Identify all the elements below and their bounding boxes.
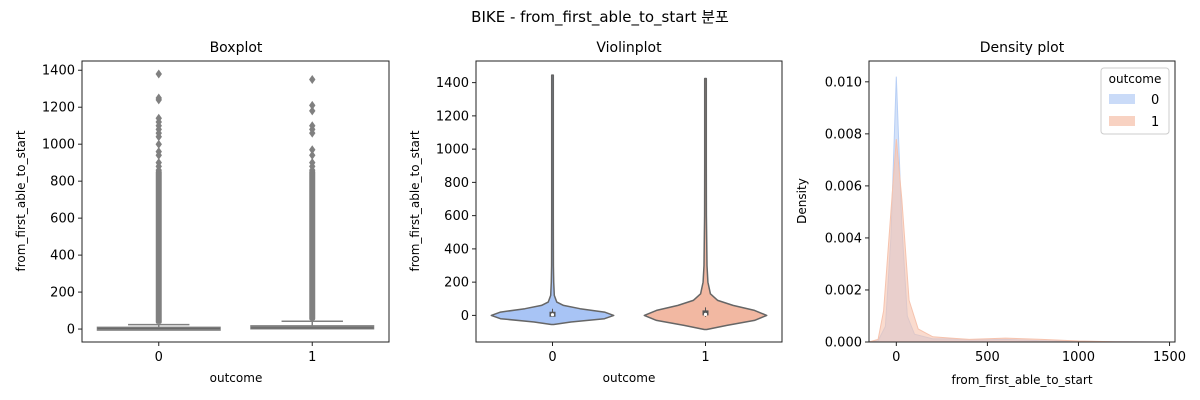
box-outlier-cluster — [309, 170, 316, 321]
density-xlabel: from_first_able_to_start — [951, 373, 1092, 387]
violin-body — [643, 77, 768, 331]
density-ytick-label: 0.004 — [825, 231, 862, 246]
boxplot-xtick-label: 0 — [155, 350, 163, 365]
violinplot-ytick-label: 400 — [444, 242, 469, 257]
boxplot-ytick-label: 200 — [50, 286, 75, 301]
violin-median-dot — [703, 312, 708, 316]
legend-title: outcome — [1109, 72, 1162, 86]
density-panel: Density plot from_first_able_to_start De… — [795, 40, 1186, 387]
box-outlier-point — [155, 69, 162, 79]
violin-body — [490, 74, 615, 326]
box-outlier-point — [155, 139, 162, 149]
legend-swatch-0 — [1109, 94, 1135, 104]
box-outlier-point — [309, 128, 316, 138]
box-outlier-point — [309, 150, 316, 160]
violinplot-ytick-label: 0 — [461, 309, 469, 324]
violinplot-xtick-label: 0 — [548, 350, 556, 365]
violinplot-title: Violinplot — [596, 40, 662, 56]
density-title: Density plot — [980, 40, 1065, 56]
boxplot-ytick-label: 1200 — [42, 101, 75, 116]
density-ytick-label: 0.010 — [825, 75, 862, 90]
density-ytick-label: 0.008 — [825, 127, 862, 142]
box-outlier-point — [309, 165, 316, 175]
boxplot-ytick-label: 1000 — [42, 138, 75, 153]
box-outlier-point — [155, 150, 162, 160]
density-ytick-label: 0.002 — [825, 283, 862, 298]
violinplot-ytick-label: 1400 — [436, 76, 469, 91]
boxplot-xlabel: outcome — [210, 371, 263, 385]
box-outlier-point — [309, 106, 316, 116]
violinplot-panel: Violinplot outcome from_first_able_to_st… — [408, 40, 783, 385]
boxplot-xtick-label: 1 — [308, 350, 316, 365]
violinplot-frame — [475, 60, 783, 343]
boxplot-ytick-label: 600 — [50, 212, 75, 227]
density-xtick-label: 0 — [892, 350, 900, 365]
legend-swatch-1 — [1109, 116, 1135, 126]
density-xtick-label: 1500 — [1153, 350, 1186, 365]
violinplot-ytick-label: 200 — [444, 276, 469, 291]
violinplot-xlabel: outcome — [603, 371, 656, 385]
density-frame — [868, 60, 1176, 343]
boxplot-ylabel: from_first_able_to_start — [14, 130, 28, 271]
boxplot-panel: Boxplot outcome from_first_able_to_start… — [14, 40, 390, 385]
boxplot-frame — [81, 60, 390, 343]
boxplot-ytick-label: 800 — [50, 175, 75, 190]
boxplot-ytick-label: 0 — [67, 323, 75, 338]
density-ylabel: Density — [795, 178, 809, 224]
box-outlier-point — [155, 95, 162, 105]
density-ytick-label: 0.000 — [825, 336, 862, 351]
legend-label-1: 1 — [1151, 115, 1159, 130]
box-outlier-point — [309, 145, 316, 155]
density-area-1 — [868, 139, 1170, 343]
density-xtick-label: 1000 — [1062, 350, 1095, 365]
violinplot-ylabel: from_first_able_to_start — [408, 130, 422, 271]
box-outlier-point — [155, 132, 162, 142]
boxplot-ytick-label: 400 — [50, 249, 75, 264]
violinplot-ytick-label: 1000 — [436, 143, 469, 158]
box-outlier-point — [309, 100, 316, 110]
boxplot-ytick-label: 1400 — [42, 64, 75, 79]
box-outlier-point — [155, 165, 162, 175]
violinplot-xtick-label: 1 — [701, 350, 709, 365]
box-body — [250, 325, 375, 330]
violinplot-ytick-label: 1200 — [436, 109, 469, 124]
violin-median-dot — [550, 313, 555, 317]
figure-suptitle: BIKE - from_first_able_to_start 분포 — [471, 8, 729, 27]
legend-label-0: 0 — [1151, 93, 1159, 108]
density-ytick-label: 0.006 — [825, 179, 862, 194]
box-outlier-point — [309, 74, 316, 84]
box-outlier-cluster — [155, 170, 162, 324]
boxplot-title: Boxplot — [210, 40, 263, 56]
violinplot-ytick-label: 800 — [444, 176, 469, 191]
violinplot-ytick-label: 600 — [444, 209, 469, 224]
density-xtick-label: 500 — [975, 350, 1000, 365]
